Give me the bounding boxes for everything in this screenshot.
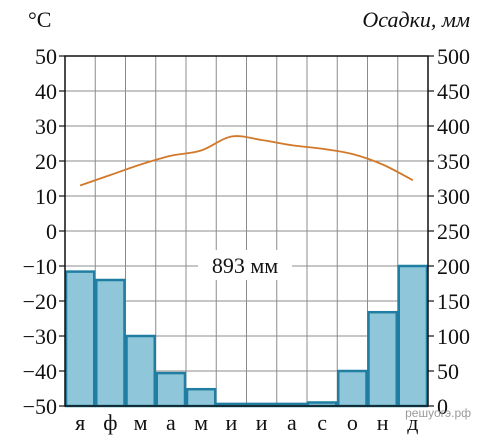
month-label: а bbox=[166, 410, 176, 435]
month-label: о bbox=[347, 410, 358, 435]
precipitation-total-label: 893 мм bbox=[212, 253, 278, 278]
right-tick-label: 200 bbox=[437, 254, 470, 279]
right-tick-label: 100 bbox=[437, 324, 470, 349]
left-tick-label: 20 bbox=[35, 149, 57, 174]
right-tick-label: 250 bbox=[437, 219, 470, 244]
month-label: с bbox=[317, 410, 327, 435]
precipitation-bar bbox=[125, 334, 156, 408]
precipitation-bar bbox=[64, 270, 96, 408]
precipitation-bar bbox=[397, 264, 429, 408]
month-label: и bbox=[256, 410, 268, 435]
precipitation-total: 893 мм bbox=[198, 250, 292, 280]
right-tick-label: 450 bbox=[437, 79, 470, 104]
left-tick-label: −20 bbox=[23, 289, 57, 314]
left-axis-unit: °C bbox=[28, 7, 51, 32]
month-label: м bbox=[134, 410, 148, 435]
month-label: и bbox=[225, 410, 237, 435]
left-tick-label: 50 bbox=[35, 44, 57, 69]
watermark: решуогэ.рф bbox=[405, 406, 471, 420]
month-label: а bbox=[287, 410, 297, 435]
temperature-line bbox=[79, 135, 414, 187]
precipitation-bar bbox=[185, 387, 217, 408]
left-tick-label: −50 bbox=[23, 394, 57, 419]
left-tick-label: 30 bbox=[35, 114, 57, 139]
temperature-line-group bbox=[79, 135, 414, 187]
left-tick-label: 40 bbox=[35, 79, 57, 104]
left-tick-label: 10 bbox=[35, 184, 57, 209]
precipitation-bars bbox=[64, 264, 429, 408]
right-tick-label: 400 bbox=[437, 114, 470, 139]
right-tick-label: 500 bbox=[437, 44, 470, 69]
precipitation-bar bbox=[337, 369, 368, 408]
left-tick-label: 0 bbox=[46, 219, 57, 244]
left-tick-label: −30 bbox=[23, 324, 57, 349]
right-tick-label: 300 bbox=[437, 184, 470, 209]
right-axis-unit: Осадки, мм bbox=[362, 7, 470, 32]
precipitation-bar bbox=[95, 278, 126, 408]
month-label: я bbox=[75, 410, 85, 435]
right-tick-label: 150 bbox=[437, 289, 470, 314]
left-tick-label: −10 bbox=[23, 254, 57, 279]
month-label: н bbox=[377, 410, 389, 435]
precipitation-bar bbox=[367, 310, 398, 408]
month-label: ф bbox=[103, 410, 117, 435]
right-tick-label: 0 bbox=[437, 394, 448, 419]
right-tick-label: 50 bbox=[437, 359, 459, 384]
right-tick-label: 350 bbox=[437, 149, 470, 174]
month-label: м bbox=[194, 410, 208, 435]
left-tick-label: −40 bbox=[23, 359, 57, 384]
precipitation-bar bbox=[155, 371, 187, 408]
left-axis-ticks: 50 40 30 20 10 0 −10 −20 −30 −40 −50 bbox=[23, 44, 65, 419]
month-label: д bbox=[407, 410, 418, 435]
